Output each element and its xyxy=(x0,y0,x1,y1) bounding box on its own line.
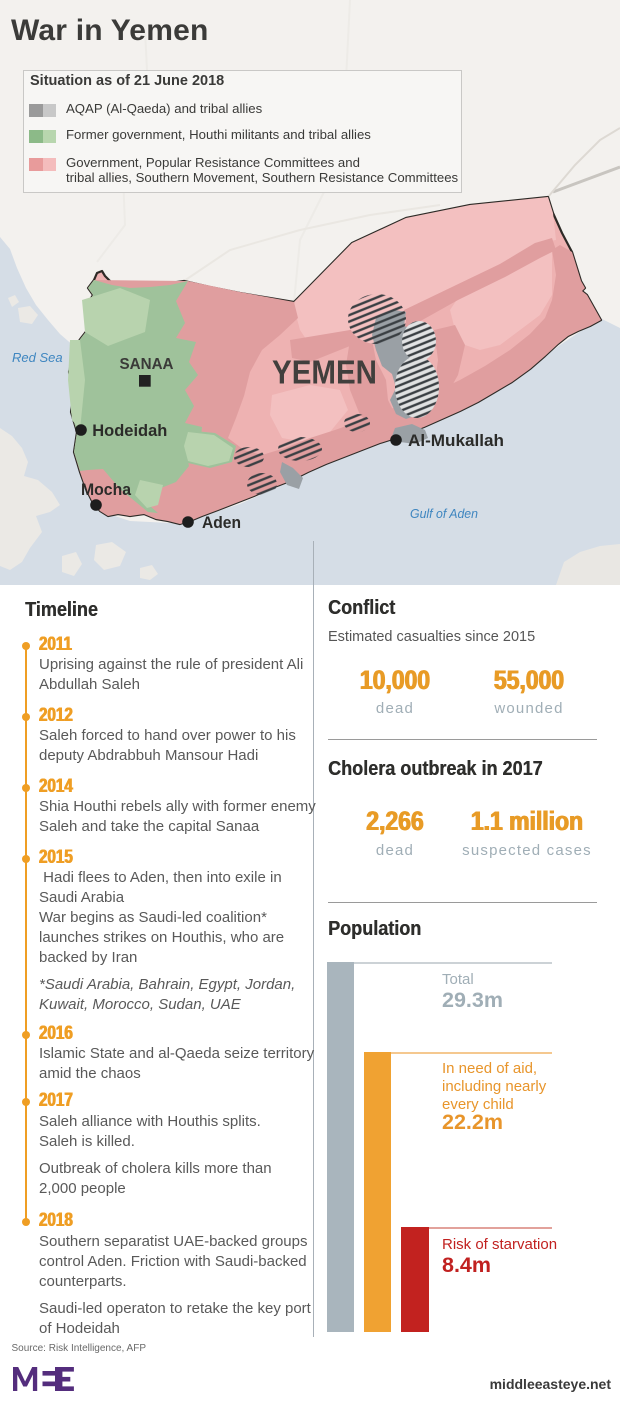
svg-text:Gulf of Aden: Gulf of Aden xyxy=(410,506,478,521)
svg-text:Mocha: Mocha xyxy=(81,480,132,499)
svg-text:Red Sea: Red Sea xyxy=(12,350,63,365)
svg-text:Hodeidah: Hodeidah xyxy=(92,421,167,440)
svg-text:SANAA: SANAA xyxy=(120,356,174,373)
svg-text:YEMEN: YEMEN xyxy=(272,354,377,391)
svg-text:Aden: Aden xyxy=(202,513,241,532)
svg-text:Al-Mukallah: Al-Mukallah xyxy=(408,431,504,450)
